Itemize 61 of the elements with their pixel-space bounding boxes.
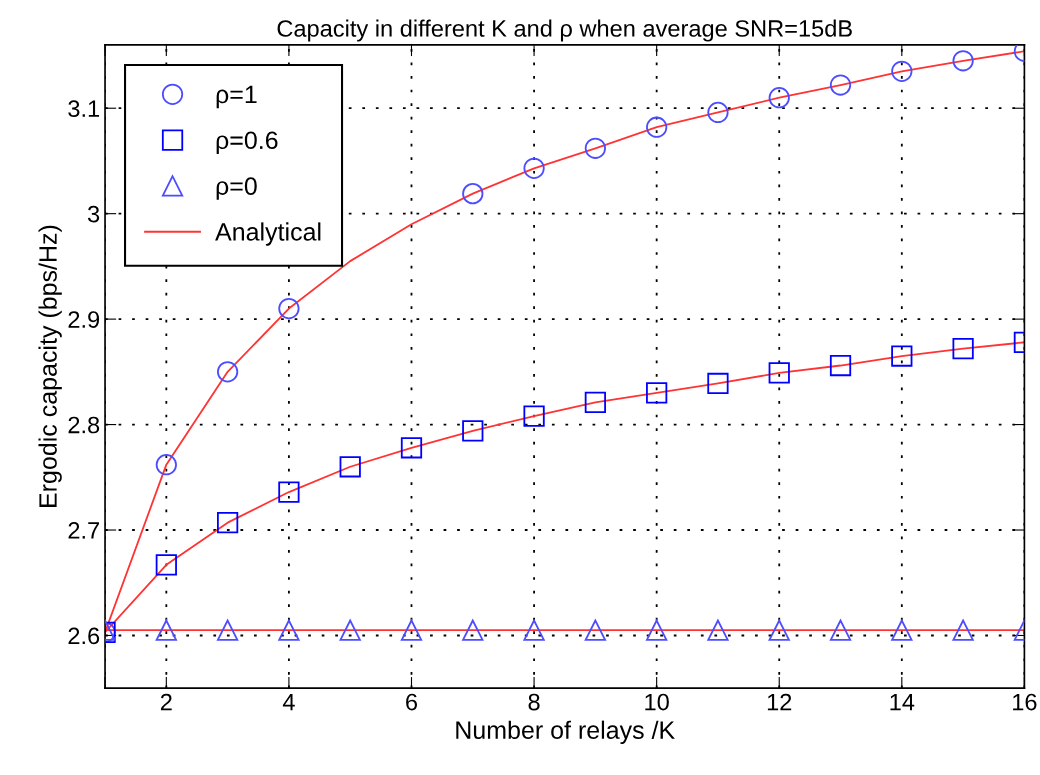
point — [278, 297, 300, 320]
point — [462, 619, 484, 641]
point — [707, 372, 729, 395]
point — [462, 183, 484, 205]
point — [952, 50, 974, 72]
point — [768, 362, 790, 384]
point — [952, 619, 974, 641]
x-tick-label: 2 — [160, 693, 172, 711]
y-tick-label: 2.6 — [68, 627, 100, 645]
point — [768, 87, 790, 109]
y-tick-label: 3.1 — [68, 100, 100, 118]
point — [768, 619, 790, 641]
point — [278, 619, 300, 641]
x-tick-label: 10 — [645, 693, 669, 711]
point — [523, 619, 545, 641]
point — [339, 456, 361, 478]
legend-label: Analytical — [215, 222, 321, 246]
legend-label: ρ=1 — [216, 85, 257, 109]
y-axis-title: Ergodic capacity (bps/Hz) — [38, 225, 62, 507]
chart-title: Capacity in different K and ρ when average SNR=15dB — [277, 19, 852, 42]
x-tick-label: 12 — [767, 693, 792, 711]
legend-label: ρ=0 — [216, 177, 257, 200]
y-tick-label: 3 — [87, 205, 100, 223]
point — [891, 345, 913, 367]
y-tick-label: 2.7 — [68, 522, 99, 539]
x-tick-label: 16 — [1013, 693, 1037, 711]
x-tick-label: 8 — [528, 693, 540, 711]
point — [155, 454, 177, 476]
point — [829, 354, 852, 377]
point — [216, 512, 239, 534]
point — [646, 116, 668, 138]
point — [829, 619, 852, 641]
point — [584, 619, 606, 641]
y-tick-label: 2.8 — [68, 416, 100, 434]
x-axis-title: Number of relays /K — [456, 720, 675, 744]
point — [952, 338, 974, 360]
point — [400, 619, 423, 641]
y-tick-label: 2.9 — [68, 311, 100, 328]
point — [155, 619, 177, 641]
point — [646, 382, 668, 404]
point — [400, 437, 423, 459]
point — [829, 74, 852, 96]
point — [462, 420, 484, 442]
point — [339, 619, 361, 641]
point — [707, 619, 729, 641]
point — [278, 481, 300, 503]
legend-label: ρ=0.6 — [216, 131, 278, 155]
x-tick-label: 4 — [282, 693, 295, 711]
point — [216, 361, 239, 383]
point — [523, 405, 545, 427]
point — [523, 157, 545, 179]
point — [707, 101, 729, 124]
x-tick-label: 14 — [890, 693, 915, 711]
point — [891, 619, 913, 641]
point — [646, 619, 668, 641]
point — [216, 619, 239, 641]
point — [584, 137, 606, 159]
point — [584, 391, 606, 414]
point — [891, 60, 913, 82]
x-tick-label: 6 — [406, 693, 418, 711]
point — [155, 554, 177, 576]
